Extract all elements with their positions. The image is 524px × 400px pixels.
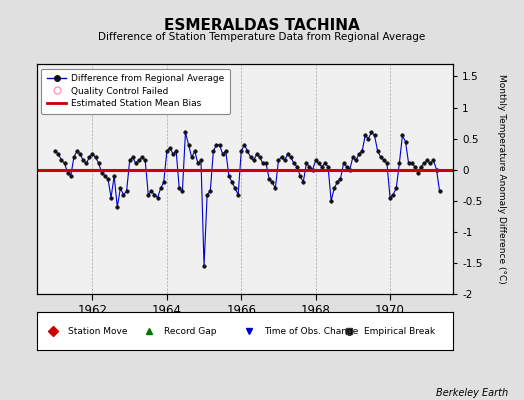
Y-axis label: Monthly Temperature Anomaly Difference (°C): Monthly Temperature Anomaly Difference (… (497, 74, 506, 284)
Text: Berkeley Earth: Berkeley Earth (436, 388, 508, 398)
Text: Record Gap: Record Gap (163, 326, 216, 336)
Text: Station Move: Station Move (68, 326, 127, 336)
Text: Difference of Station Temperature Data from Regional Average: Difference of Station Temperature Data f… (99, 32, 425, 42)
Text: Time of Obs. Change: Time of Obs. Change (264, 326, 358, 336)
Text: Empirical Break: Empirical Break (364, 326, 435, 336)
Legend: Difference from Regional Average, Quality Control Failed, Estimated Station Mean: Difference from Regional Average, Qualit… (41, 68, 230, 114)
Text: ESMERALDAS TACHINA: ESMERALDAS TACHINA (164, 18, 360, 33)
